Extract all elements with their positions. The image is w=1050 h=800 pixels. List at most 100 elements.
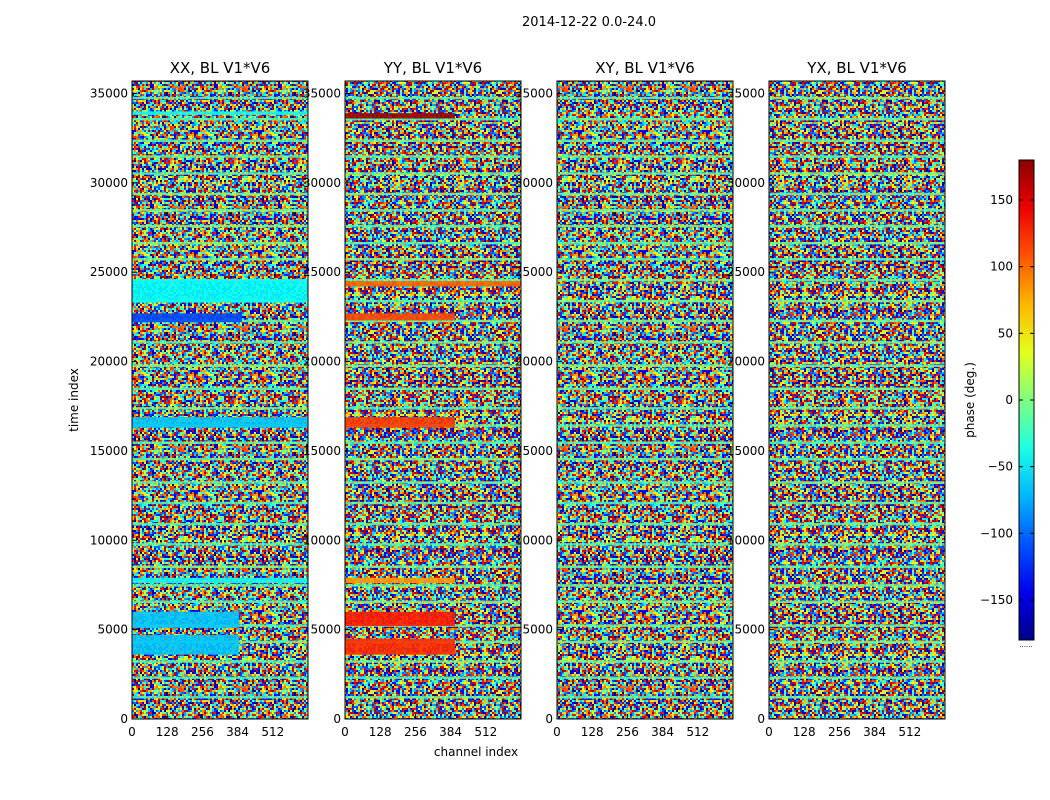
heatmap-row-line — [557, 117, 733, 121]
heatmap-row-line — [769, 192, 945, 196]
heatmap-row-line — [557, 258, 733, 261]
heatmap-row-line — [557, 543, 733, 546]
phase-band — [132, 611, 240, 628]
heatmap-row-line — [132, 676, 308, 679]
heatmap-row-line — [769, 640, 945, 644]
x-tick-label: 0 — [553, 725, 561, 739]
heatmap-row-line — [769, 278, 945, 282]
panel-1: XX, BL V1*V6 0 128 256 384 512 0 5000 10000 15000… — [90, 59, 309, 739]
heatmap-row-line — [557, 241, 733, 245]
heatmap-row-line — [345, 258, 521, 261]
heatmap-row-line — [769, 624, 945, 627]
heatmap-row-line — [345, 278, 521, 282]
x-tick-label: 256 — [404, 725, 427, 739]
colorbar-tick-label: −100 — [980, 526, 1013, 540]
panel-title: YY, BL V1*V6 — [383, 59, 482, 77]
x-tick-label: 128 — [581, 725, 604, 739]
y-tick-label: 5000 — [522, 623, 553, 637]
colorbar: −150 −100 −50 0 50 100 150 — [980, 159, 1035, 641]
heatmap-row-line — [345, 441, 521, 444]
panel-4: YX, BL V1*V6 0 128 256 384 512 0 5000 10000 15000… — [727, 59, 946, 739]
heatmap-row-line — [769, 155, 945, 158]
y-tick-label: 0 — [757, 712, 765, 726]
heatmap-row-line — [345, 584, 521, 587]
heatmap-row-line — [132, 241, 308, 245]
y-tick-label: 0 — [333, 712, 341, 726]
heatmap-row-line — [132, 155, 308, 158]
heatmap-row-line — [132, 192, 308, 196]
y-tick-label: 25000 — [515, 265, 553, 279]
heatmap-row-line — [132, 501, 308, 505]
heatmap-row-line — [557, 676, 733, 679]
heatmap-row-line — [345, 139, 521, 142]
y-tick-label: 25000 — [727, 265, 765, 279]
y-tick-label: 5000 — [97, 623, 128, 637]
heatmap-row-line — [769, 241, 945, 245]
heatmap-image — [557, 81, 733, 719]
y-tick-label: 0 — [545, 712, 553, 726]
heatmap-row-line — [345, 319, 521, 323]
heatmap-row-line — [345, 481, 521, 484]
heatmap-row-line — [557, 209, 733, 212]
colorbar-tick-label: 0 — [1005, 393, 1013, 407]
phase-band — [132, 111, 308, 115]
x-tick-label: 512 — [261, 725, 284, 739]
heatmap-row-line — [557, 640, 733, 644]
x-tick-label: 384 — [863, 725, 886, 739]
panel-3: XY, BL V1*V6 0 128 256 384 512 0 5000 10000 15000… — [515, 59, 734, 739]
heatmap-row-line — [769, 565, 945, 568]
y-tick-label: 25000 — [303, 265, 341, 279]
heatmap-row-line — [557, 364, 733, 367]
heatmap-row-line — [132, 522, 308, 526]
colorbar-label: phase (deg.) — [963, 362, 977, 438]
x-tick-label: 128 — [793, 725, 816, 739]
heatmap-row-line — [769, 172, 945, 175]
y-tick-label: 20000 — [727, 355, 765, 369]
y-tick-label: 5000 — [734, 623, 765, 637]
heatmap-row-line — [345, 696, 521, 699]
heatmap-row-line — [345, 341, 521, 344]
heatmap-row-line — [557, 624, 733, 627]
heatmap-row-line — [769, 96, 945, 100]
phase-band — [345, 577, 455, 584]
heatmap-row-line — [132, 209, 308, 212]
x-tick-label: 384 — [439, 725, 462, 739]
y-tick-label: 15000 — [90, 444, 128, 458]
y-tick-label: 15000 — [515, 444, 553, 458]
heatmap-row-line — [557, 696, 733, 699]
x-axis-label: channel index — [434, 745, 518, 759]
x-tick-label: 512 — [686, 725, 709, 739]
heatmap-row-line — [769, 696, 945, 699]
y-tick-label: 35000 — [515, 87, 553, 101]
heatmap-row-line — [132, 481, 308, 484]
y-tick-label: 10000 — [303, 533, 341, 547]
heatmap-row-line — [769, 407, 945, 410]
y-tick-label: 20000 — [515, 355, 553, 369]
colorbar-tick-label: −50 — [988, 460, 1013, 474]
heatmap-row-line — [345, 543, 521, 546]
heatmap-row-line — [557, 341, 733, 344]
y-tick-label: 10000 — [90, 533, 128, 547]
panel-title: XX, BL V1*V6 — [170, 59, 271, 77]
heatmap-row-line — [132, 341, 308, 344]
heatmap-row-line — [557, 600, 733, 603]
heatmap-row-line — [132, 117, 308, 121]
panel-title: YX, BL V1*V6 — [806, 59, 907, 77]
plot-frame — [556, 80, 734, 720]
heatmap-row-line — [769, 660, 945, 663]
heatmap-row-line — [557, 96, 733, 100]
heatmap-row-line — [132, 441, 308, 444]
plot-frame — [131, 80, 309, 720]
heatmap-row-line — [132, 457, 308, 461]
heatmap-row-line — [557, 139, 733, 142]
heatmap-row-line — [132, 172, 308, 175]
heatmap-row-line — [345, 155, 521, 158]
phase-band — [345, 113, 455, 119]
y-axis-label: time index — [67, 368, 81, 432]
x-tick-label: 0 — [765, 725, 773, 739]
heatmap-row-line — [557, 299, 733, 303]
heatmap-row-line — [345, 299, 521, 303]
phase-band — [345, 638, 455, 655]
heatmap-row-line — [769, 481, 945, 484]
heatmap-row-line — [769, 501, 945, 505]
